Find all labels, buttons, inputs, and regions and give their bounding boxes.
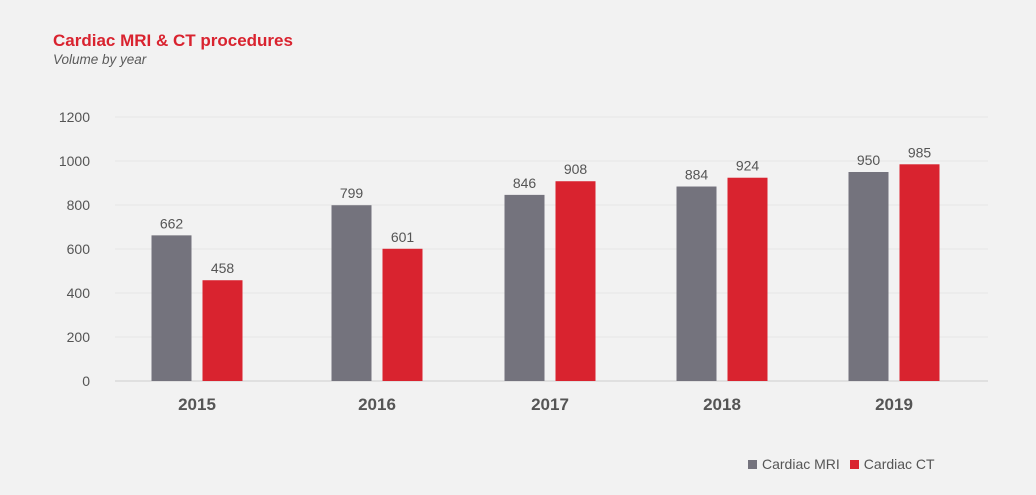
bar-ct-2016[interactable] [382, 248, 423, 381]
x-tick-label: 2015 [178, 395, 216, 414]
bar-mri-2018[interactable] [676, 186, 717, 381]
x-tick-label: 2017 [531, 395, 569, 414]
y-axis: 0 200 400 600 800 1000 1200 [59, 109, 90, 389]
data-label: 908 [564, 161, 588, 177]
data-label: 458 [211, 260, 235, 276]
chart-title: Cardiac MRI & CT procedures [53, 31, 293, 50]
y-tick-label: 200 [67, 329, 91, 345]
y-tick-label: 400 [67, 285, 91, 301]
bar-mri-2017[interactable] [504, 194, 545, 381]
legend-swatch-mri [748, 459, 757, 469]
data-label: 985 [908, 144, 932, 160]
y-tick-label: 600 [67, 241, 91, 257]
x-tick-label: 2018 [703, 395, 741, 414]
bar-mri-2015[interactable] [151, 235, 192, 381]
legend-label-mri: Cardiac MRI [762, 456, 840, 472]
y-tick-label: 0 [82, 373, 90, 389]
x-tick-label: 2019 [875, 395, 913, 414]
y-tick-label: 1200 [59, 109, 90, 125]
x-tick-label: 2016 [358, 395, 396, 414]
data-label: 846 [513, 175, 537, 191]
y-tick-label: 1000 [59, 153, 90, 169]
legend: Cardiac MRI Cardiac CT [748, 456, 935, 472]
data-label: 950 [857, 152, 881, 168]
legend-label-ct: Cardiac CT [863, 456, 935, 472]
legend-item-ct[interactable]: Cardiac CT [849, 456, 935, 472]
bars [151, 164, 940, 381]
bar-mri-2016[interactable] [331, 205, 372, 381]
data-label: 884 [685, 167, 709, 183]
legend-swatch-ct [849, 459, 859, 469]
bar-ct-2015[interactable] [202, 280, 243, 381]
bar-ct-2018[interactable] [727, 177, 768, 381]
data-labels: 662 458 799 601 846 908 884 924 950 985 [160, 144, 932, 276]
data-label: 662 [160, 215, 184, 231]
legend-item-mri[interactable]: Cardiac MRI [748, 456, 840, 472]
bar-ct-2019[interactable] [899, 164, 940, 381]
bar-mri-2019[interactable] [848, 172, 889, 381]
chart-subtitle: Volume by year [53, 52, 147, 67]
data-label: 924 [736, 158, 760, 174]
data-label: 601 [391, 229, 415, 245]
bar-ct-2017[interactable] [555, 181, 596, 381]
y-tick-label: 800 [67, 197, 91, 213]
data-label: 799 [340, 185, 364, 201]
gridlines [115, 116, 988, 382]
x-axis: 2015 2016 2017 2018 2019 [178, 395, 913, 414]
